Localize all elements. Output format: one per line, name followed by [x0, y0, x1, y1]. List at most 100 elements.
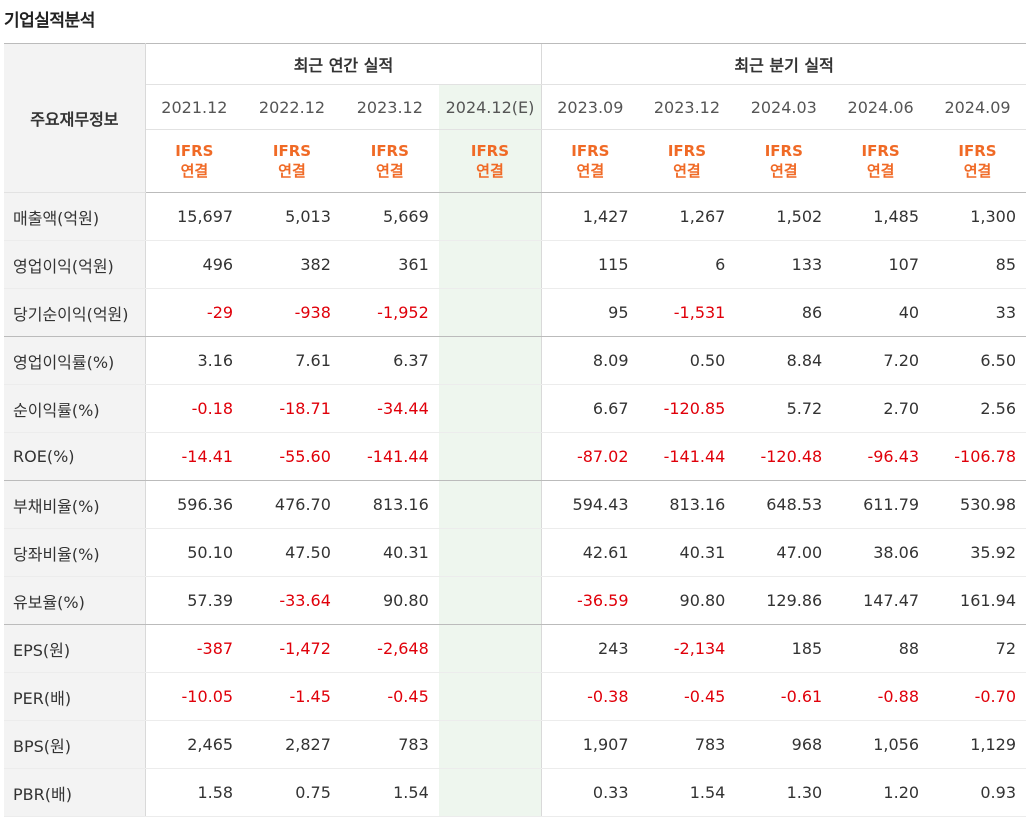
table-cell: 968	[735, 720, 833, 769]
table-cell: -0.61	[735, 672, 833, 721]
section-title: 기업실적분석	[4, 11, 95, 31]
table-row: EPS(원) -387 -1,472 -2,648 243 -2,134 185 88 72	[4, 624, 1026, 673]
table-row: 당좌비율(%) 50.10 47.50 40.31 42.61 40.31 47.00 38.…	[4, 528, 1026, 577]
row-label: 매출액(억원)	[4, 192, 146, 241]
table-cell: 813.16	[340, 480, 439, 529]
period-header: 2023.12	[638, 84, 736, 130]
table-cell: 33	[929, 288, 1026, 337]
table-cell: 35.92	[929, 528, 1026, 577]
table-cell	[438, 336, 542, 385]
ifrs-consolidated-label: IFRS 연결	[929, 129, 1026, 193]
annual-group-header: 최근 연간 실적	[145, 43, 542, 85]
table-cell: 7.61	[243, 336, 341, 385]
quarter-group-header: 최근 분기 실적	[541, 43, 1026, 85]
table-cell: 147.47	[832, 576, 930, 625]
row-label: 순이익률(%)	[4, 384, 146, 433]
table-cell: 1,427	[541, 192, 639, 241]
table-cell: 5.72	[735, 384, 833, 433]
table-cell: 47.00	[735, 528, 833, 577]
table-cell: 2,465	[145, 720, 244, 769]
table-cell: -120.85	[638, 384, 736, 433]
table-cell: -141.44	[340, 432, 439, 481]
table-row: 순이익률(%) -0.18 -18.71 -34.44 6.67 -120.85 5.72 2…	[4, 384, 1026, 433]
table-cell: 496	[145, 240, 244, 289]
table-cell	[438, 288, 542, 337]
table-row: 당기순이익(억원) -29 -938 -1,952 95 -1,531 86 40 33	[4, 288, 1026, 337]
period-header: 2024.12(E)	[438, 84, 542, 130]
table-cell: 38.06	[832, 528, 930, 577]
table-cell: -1,472	[243, 624, 341, 673]
table-cell: 1,300	[929, 192, 1026, 241]
ifrs-consolidated-label: IFRS 연결	[243, 129, 341, 193]
table-row: 영업이익률(%) 3.16 7.61 6.37 8.09 0.50 8.84 7.20 6.50	[4, 336, 1026, 385]
table-cell: 40	[832, 288, 930, 337]
ifrs-consolidated-label: IFRS 연결	[438, 129, 542, 193]
table-cell: 1,267	[638, 192, 736, 241]
table-cell: 6.37	[340, 336, 439, 385]
table-cell: -0.45	[638, 672, 736, 721]
consolidated-text: 연결	[963, 162, 992, 180]
table-cell: 1,129	[929, 720, 1026, 769]
table-cell: 40.31	[638, 528, 736, 577]
financial-table: 주요재무정보 최근 연간 실적 최근 분기 실적 2021.12 2022.12 2…	[4, 43, 1026, 817]
period-header: 2021.12	[145, 84, 244, 130]
table-cell: -0.70	[929, 672, 1026, 721]
table-cell: 1,502	[735, 192, 833, 241]
ifrs-text: IFRS	[764, 142, 803, 160]
table-cell: 0.50	[638, 336, 736, 385]
consolidated-text: 연결	[769, 162, 798, 180]
table-cell: 5,013	[243, 192, 341, 241]
period-header: 2022.12	[243, 84, 341, 130]
period-header: 2023.12	[340, 84, 439, 130]
row-label: BPS(원)	[4, 720, 146, 769]
table-cell: 8.84	[735, 336, 833, 385]
table-cell: 42.61	[541, 528, 639, 577]
table-cell: 3.16	[145, 336, 244, 385]
table-cell: -1.45	[243, 672, 341, 721]
period-header: 2023.09	[541, 84, 639, 130]
ifrs-consolidated-label: IFRS 연결	[735, 129, 833, 193]
table-cell: 8.09	[541, 336, 639, 385]
table-cell: -2,134	[638, 624, 736, 673]
table-cell: -18.71	[243, 384, 341, 433]
consolidated-text: 연결	[376, 162, 404, 180]
table-cell: 1,056	[832, 720, 930, 769]
table-cell: 1,485	[832, 192, 930, 241]
table-cell: 129.86	[735, 576, 833, 625]
table-cell: 2,827	[243, 720, 341, 769]
table-cell	[438, 528, 542, 577]
table-cell: 1.54	[638, 768, 736, 817]
table-cell: 783	[638, 720, 736, 769]
table-cell: 7.20	[832, 336, 930, 385]
table-row: ROE(%) -14.41 -55.60 -141.44 -87.02 -141.44 -1…	[4, 432, 1026, 481]
row-label: 유보율(%)	[4, 576, 146, 625]
ifrs-text: IFRS	[470, 142, 510, 160]
table-cell: 72	[929, 624, 1026, 673]
table-cell: 107	[832, 240, 930, 289]
table-cell: -938	[243, 288, 341, 337]
period-header: 2024.09	[929, 84, 1026, 130]
consolidated-text: 연결	[866, 162, 895, 180]
table-cell	[438, 480, 542, 529]
table-cell: -141.44	[638, 432, 736, 481]
table-row: BPS(원) 2,465 2,827 783 1,907 783 968 1,056 1,129	[4, 720, 1026, 769]
table-cell: -14.41	[145, 432, 244, 481]
table-cell: -34.44	[340, 384, 439, 433]
table-cell: 57.39	[145, 576, 244, 625]
consolidated-text: 연결	[278, 162, 306, 180]
ifrs-consolidated-label: IFRS 연결	[541, 129, 639, 193]
table-row: PBR(배) 1.58 0.75 1.54 0.33 1.54 1.30 1.20 0.93	[4, 768, 1026, 817]
table-cell: 95	[541, 288, 639, 337]
row-label: 부채비율(%)	[4, 480, 146, 529]
consolidated-text: 연결	[180, 162, 209, 180]
row-label: PER(배)	[4, 672, 146, 721]
table-cell: 243	[541, 624, 639, 673]
table-cell: -10.05	[145, 672, 244, 721]
table-row: 매출액(억원) 15,697 5,013 5,669 1,427 1,267 1,502 1,…	[4, 192, 1026, 241]
row-header-label: 주요재무정보	[4, 43, 146, 193]
table-cell: 1.30	[735, 768, 833, 817]
table-cell	[438, 192, 542, 241]
consolidated-text: 연결	[476, 162, 504, 180]
row-label: EPS(원)	[4, 624, 146, 673]
table-cell: -55.60	[243, 432, 341, 481]
